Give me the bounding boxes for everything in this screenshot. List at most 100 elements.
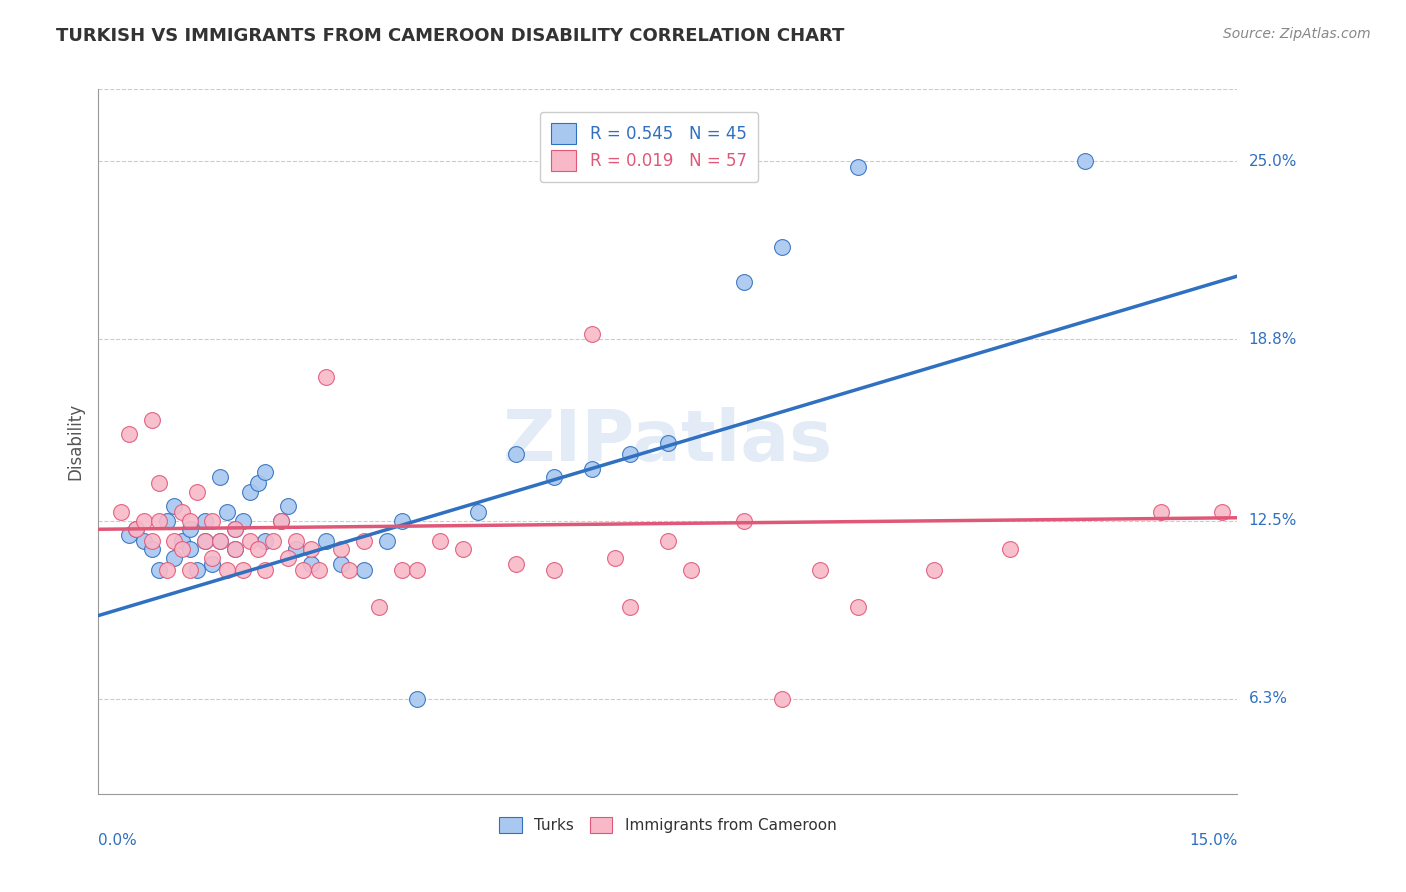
Point xyxy=(110,505,132,519)
Point xyxy=(118,528,141,542)
Point xyxy=(132,533,155,548)
Point xyxy=(179,514,201,528)
Point xyxy=(299,557,322,571)
Point xyxy=(543,562,565,576)
Point xyxy=(603,551,626,566)
Text: 25.0%: 25.0% xyxy=(1249,153,1296,169)
Y-axis label: Disability: Disability xyxy=(66,403,84,480)
Point xyxy=(246,476,269,491)
Point xyxy=(201,514,224,528)
Point xyxy=(1074,154,1097,169)
Point xyxy=(170,533,193,548)
Point xyxy=(179,562,201,576)
Point xyxy=(353,562,375,576)
Point xyxy=(163,551,186,566)
Point xyxy=(619,448,641,462)
Point xyxy=(270,514,292,528)
Text: 6.3%: 6.3% xyxy=(1249,691,1288,706)
Point xyxy=(208,533,231,548)
Point xyxy=(148,476,170,491)
Text: 15.0%: 15.0% xyxy=(1189,833,1237,847)
Text: Source: ZipAtlas.com: Source: ZipAtlas.com xyxy=(1223,27,1371,41)
Point xyxy=(998,542,1021,557)
Point xyxy=(846,160,869,174)
Point xyxy=(733,275,755,289)
Point xyxy=(391,562,413,576)
Point xyxy=(770,692,793,706)
Point xyxy=(194,533,217,548)
Point xyxy=(391,514,413,528)
Point xyxy=(657,533,679,548)
Point xyxy=(141,413,163,427)
Text: TURKISH VS IMMIGRANTS FROM CAMEROON DISABILITY CORRELATION CHART: TURKISH VS IMMIGRANTS FROM CAMEROON DISA… xyxy=(56,27,845,45)
Point xyxy=(254,465,277,479)
Point xyxy=(163,533,186,548)
Point xyxy=(254,562,277,576)
Point xyxy=(657,436,679,450)
Point xyxy=(232,514,254,528)
Point xyxy=(308,562,330,576)
Point xyxy=(337,562,360,576)
Point xyxy=(170,505,193,519)
Point xyxy=(132,514,155,528)
Point xyxy=(179,522,201,536)
Point xyxy=(246,542,269,557)
Point xyxy=(733,514,755,528)
Point xyxy=(406,562,429,576)
Point xyxy=(232,562,254,576)
Point xyxy=(505,557,527,571)
Point xyxy=(194,533,217,548)
Point xyxy=(330,557,353,571)
Point xyxy=(148,562,170,576)
Point xyxy=(239,484,262,499)
Point xyxy=(186,562,208,576)
Point xyxy=(330,542,353,557)
Point xyxy=(118,427,141,442)
Legend: Turks, Immigrants from Cameroon: Turks, Immigrants from Cameroon xyxy=(494,811,842,839)
Point xyxy=(156,514,179,528)
Point xyxy=(1150,505,1173,519)
Point xyxy=(292,562,315,576)
Point xyxy=(375,533,398,548)
Point xyxy=(277,551,299,566)
Point xyxy=(299,542,322,557)
Point xyxy=(208,470,231,484)
Point xyxy=(186,484,208,499)
Point xyxy=(224,522,246,536)
Point xyxy=(125,522,148,536)
Point xyxy=(254,533,277,548)
Point xyxy=(141,533,163,548)
Point xyxy=(194,514,217,528)
Point xyxy=(467,505,489,519)
Point xyxy=(846,599,869,614)
Point xyxy=(208,533,231,548)
Point xyxy=(284,533,307,548)
Point xyxy=(619,599,641,614)
Point xyxy=(201,551,224,566)
Point xyxy=(679,562,702,576)
Point xyxy=(808,562,831,576)
Point xyxy=(201,557,224,571)
Point xyxy=(179,542,201,557)
Point xyxy=(262,533,284,548)
Point xyxy=(770,240,793,254)
Text: ZIPatlas: ZIPatlas xyxy=(503,407,832,476)
Point xyxy=(224,522,246,536)
Point xyxy=(277,500,299,514)
Point xyxy=(581,462,603,476)
Point xyxy=(543,470,565,484)
Point xyxy=(315,533,337,548)
Point xyxy=(451,542,474,557)
Point xyxy=(217,505,239,519)
Point xyxy=(284,542,307,557)
Point xyxy=(429,533,451,548)
Point xyxy=(406,692,429,706)
Point xyxy=(170,542,193,557)
Point xyxy=(141,542,163,557)
Point xyxy=(148,514,170,528)
Point xyxy=(581,326,603,341)
Point xyxy=(922,562,945,576)
Point xyxy=(353,533,375,548)
Point xyxy=(239,533,262,548)
Point xyxy=(125,522,148,536)
